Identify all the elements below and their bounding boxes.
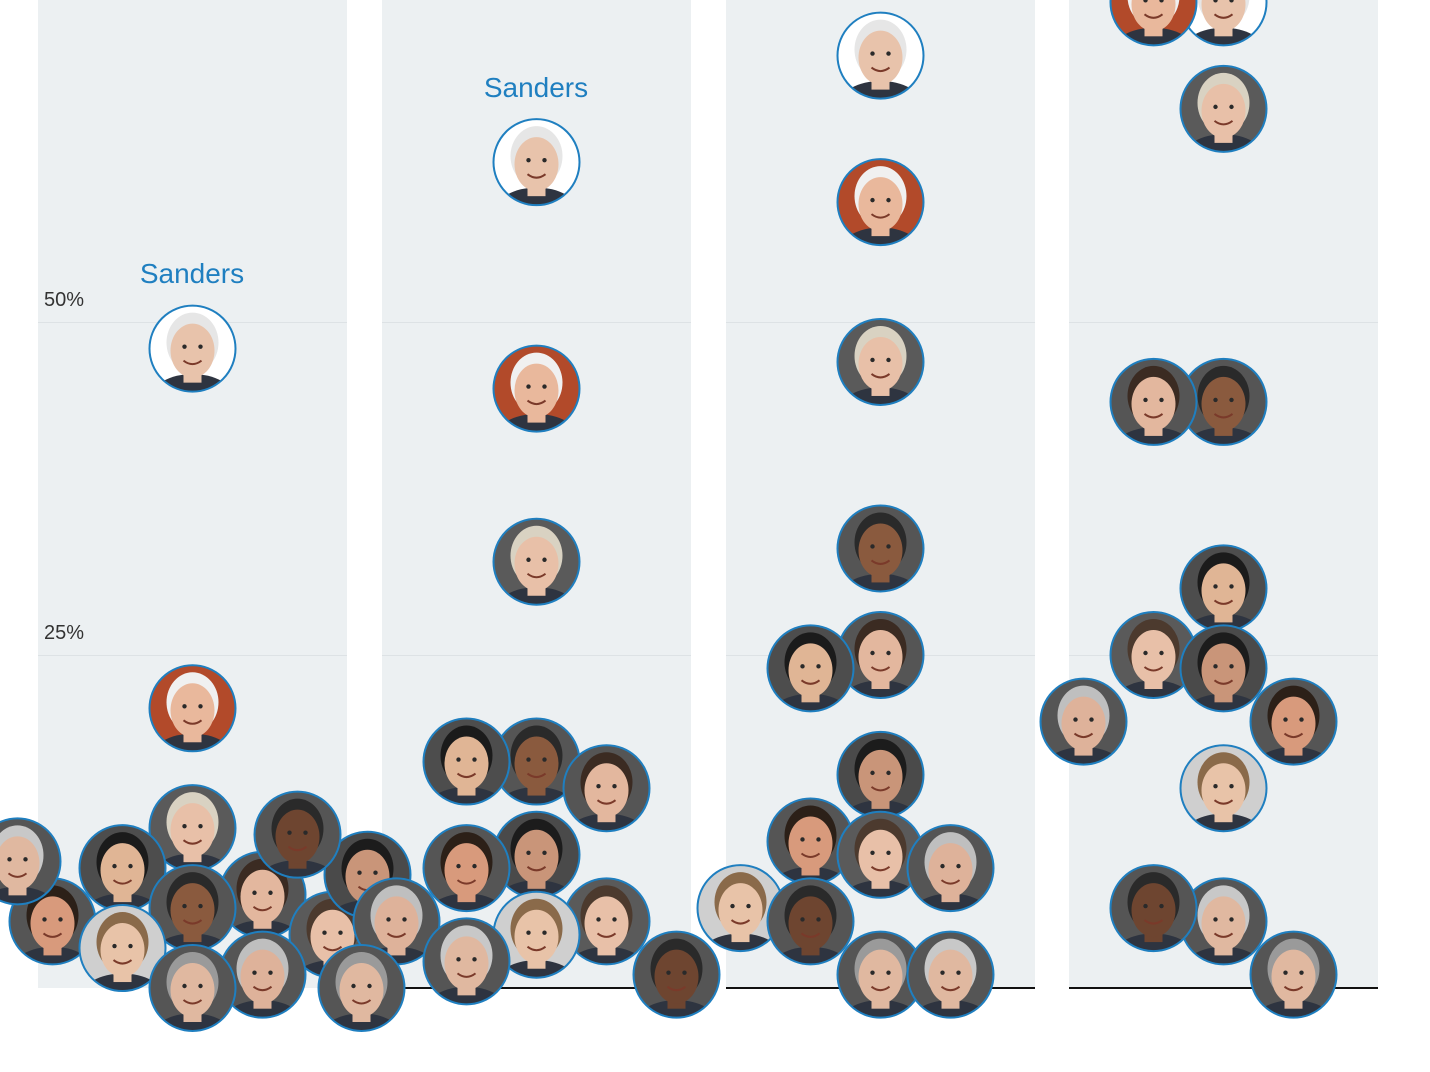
ytick-50: 50% — [44, 289, 85, 311]
candidate-face-steyer — [1039, 677, 1128, 766]
candidate-face-patrick — [253, 790, 342, 879]
candidate-face-sanders — [492, 118, 581, 207]
candidate-face-sanders — [1179, 0, 1268, 47]
baseline-panel-2 — [382, 987, 691, 989]
candidate-face-patrick — [1109, 864, 1198, 953]
candidate-face-williamson — [696, 864, 785, 953]
leader-label-panel-1: Sanders — [139, 258, 245, 289]
candidate-face-booker — [836, 504, 925, 593]
candidate-face-gabbard — [422, 824, 511, 913]
candidate-face-patrick — [632, 930, 721, 1019]
ytick-25: 25% — [44, 622, 85, 644]
candidate-face-warren — [1179, 64, 1268, 153]
candidate-face-yang — [1179, 544, 1268, 633]
candidate-face-buttigieg — [836, 611, 925, 699]
candidate-face-booker — [148, 864, 237, 953]
candidate-face-biden — [492, 344, 581, 433]
candidate-face-sanders — [148, 304, 237, 393]
candidate-face-patrick — [766, 877, 855, 966]
candidate-face-castro — [836, 730, 925, 819]
baseline-panel-4 — [1069, 987, 1378, 989]
gridline-25 — [38, 655, 347, 656]
candidate-face-biden — [148, 664, 237, 753]
candidate-face-castro — [1179, 624, 1268, 713]
candidate-face-steyer — [906, 824, 995, 913]
candidate-face-delaney — [422, 917, 511, 1006]
candidate-face-williamson — [78, 904, 167, 993]
gridline-25 — [382, 655, 691, 656]
candidate-face-williamson — [1179, 744, 1268, 833]
candidate-face-biden — [836, 158, 925, 247]
leader-label-panel-2: Sanders — [483, 72, 589, 103]
candidate-face-yang — [422, 717, 511, 806]
gridline-50 — [382, 322, 691, 323]
candidate-face-yang — [766, 624, 855, 713]
candidate-face-biden — [1109, 0, 1198, 47]
candidate-face-warren — [148, 784, 237, 873]
candidate-face-klobuchar — [836, 810, 925, 899]
candidate-face-klobuchar — [562, 877, 651, 966]
candidate-face-bennet — [148, 944, 237, 1032]
candidate-face-buttigieg — [562, 744, 651, 833]
candidate-face-gabbard — [1249, 677, 1338, 766]
candidate-face-delaney — [906, 930, 995, 1019]
candidate-face-sanders — [836, 11, 925, 100]
candidate-face-warren — [836, 317, 925, 406]
candidate-face-delaney — [0, 817, 62, 906]
candidate-face-buttigieg — [1109, 357, 1198, 446]
candidate-face-delaney — [1179, 877, 1268, 966]
candidate-face-bennet — [317, 944, 406, 1032]
gridline-50 — [1069, 322, 1378, 323]
candidate-face-castro — [492, 810, 581, 899]
candidate-face-bennet — [1249, 930, 1338, 1019]
candidate-face-warren — [492, 517, 581, 606]
